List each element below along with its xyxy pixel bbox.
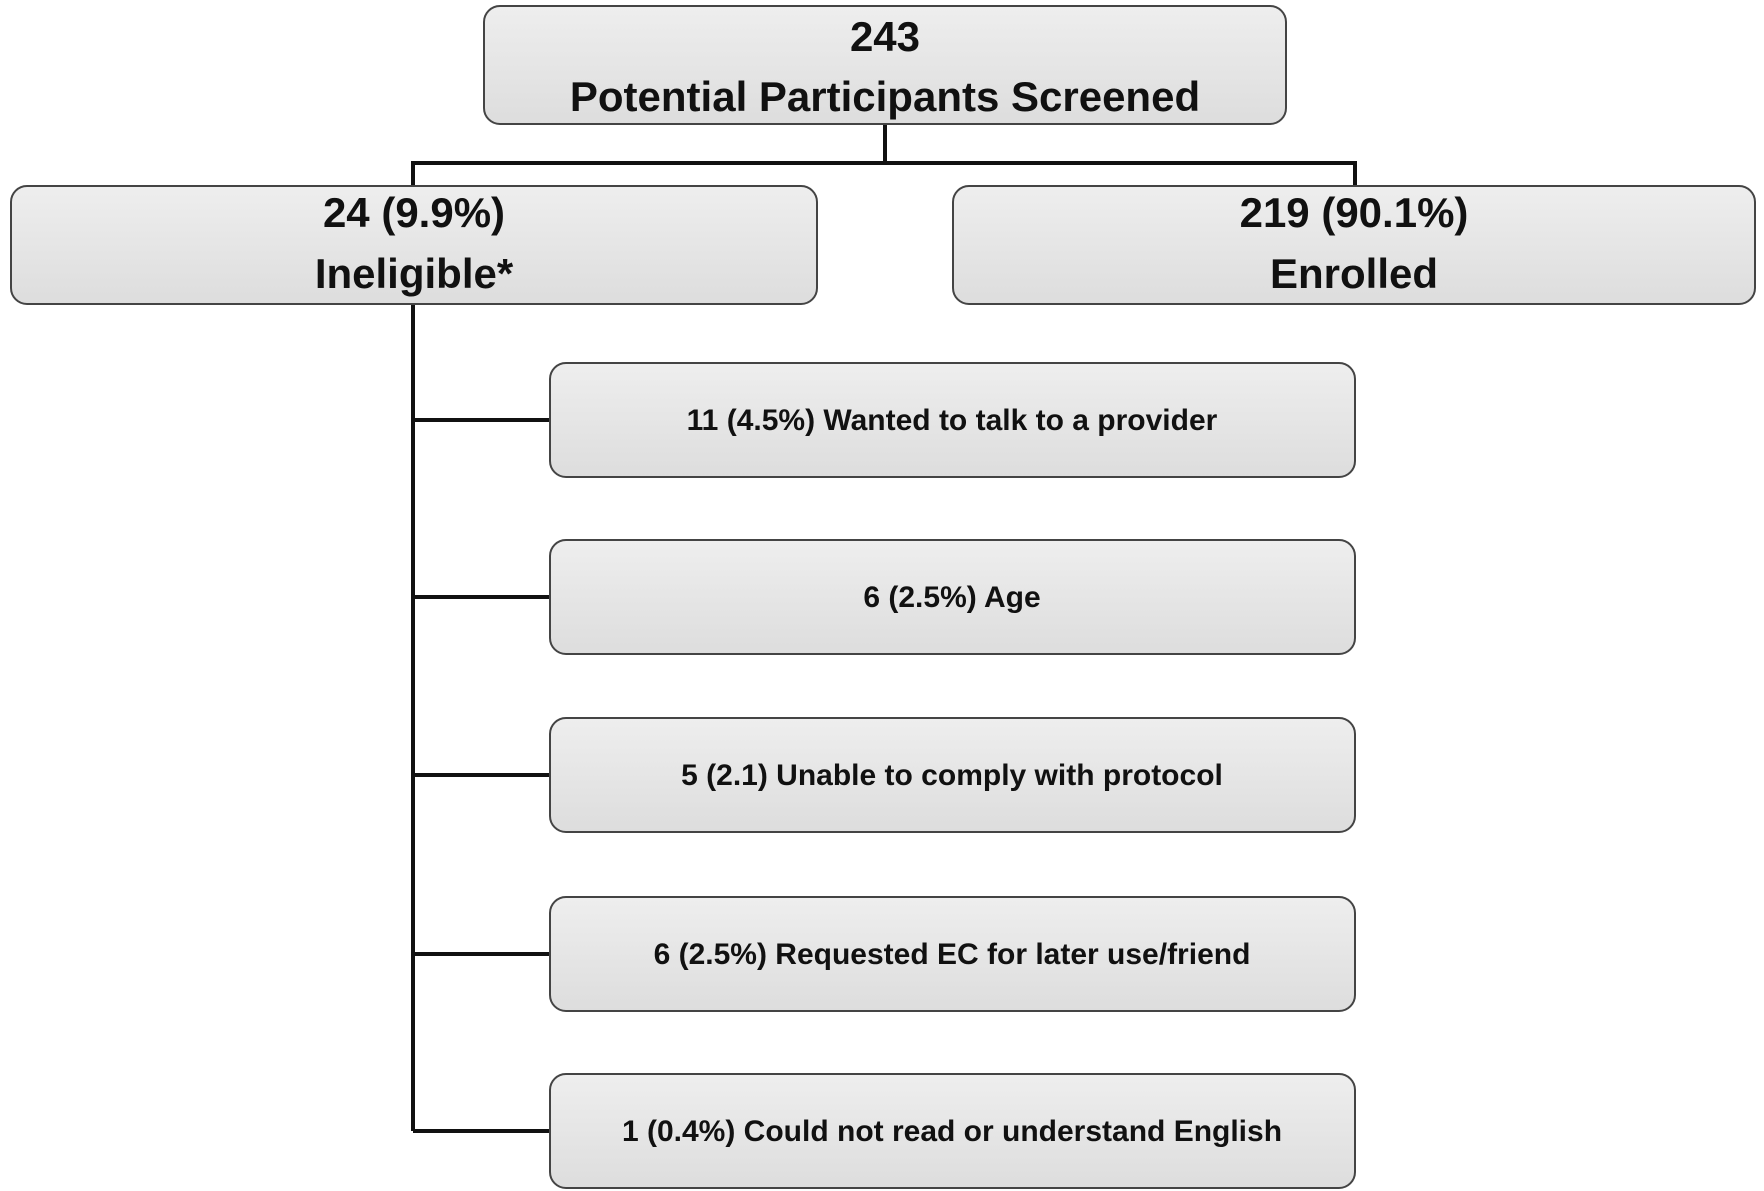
node-count: 24 (9.9%) bbox=[323, 189, 505, 236]
reason-label: 6 (2.5%) Requested EC for later use/frie… bbox=[654, 938, 1251, 971]
reason-label: 5 (2.1) Unable to comply with protocol bbox=[681, 759, 1223, 792]
reason-label: 11 (4.5%) Wanted to talk to a provider bbox=[687, 404, 1218, 437]
node-label: Enrolled bbox=[1270, 250, 1438, 297]
reason-label: 1 (0.4%) Could not read or understand En… bbox=[622, 1115, 1282, 1148]
node-label: Ineligible* bbox=[315, 250, 514, 297]
node-count: 243 bbox=[850, 13, 920, 60]
reason-box bbox=[549, 896, 1356, 1012]
connector bbox=[411, 124, 1357, 186]
node-label: Potential Participants Screened bbox=[570, 73, 1200, 120]
reason-box bbox=[549, 1073, 1356, 1189]
node-box bbox=[952, 185, 1756, 305]
node-box bbox=[10, 185, 818, 305]
reason-label: 6 (2.5%) Age bbox=[863, 581, 1040, 614]
reason-box bbox=[549, 717, 1356, 833]
connector bbox=[413, 418, 550, 1133]
reason-box bbox=[549, 539, 1356, 655]
reason-box bbox=[549, 362, 1356, 478]
node-count: 219 (90.1%) bbox=[1240, 189, 1469, 236]
node-box bbox=[483, 5, 1287, 125]
